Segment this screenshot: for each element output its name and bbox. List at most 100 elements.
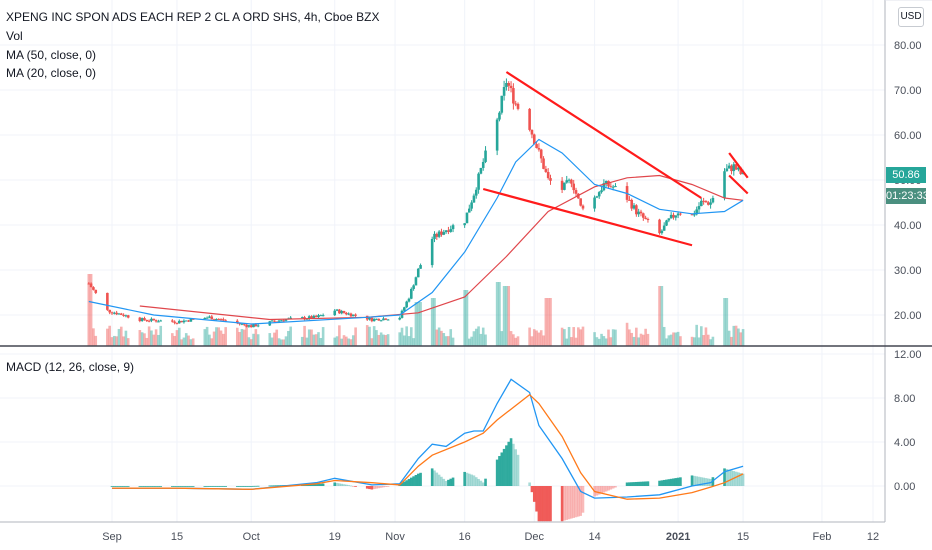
volume-bar <box>177 327 181 346</box>
macd-histogram-bar <box>222 486 225 487</box>
trendline <box>505 71 702 199</box>
volume-bar <box>646 333 650 346</box>
macd-histogram-bar <box>277 485 281 487</box>
candle-body <box>138 317 142 322</box>
volume-bar <box>287 330 290 346</box>
macd-line <box>112 378 744 499</box>
macd-histogram-bar <box>474 477 478 486</box>
macd-histogram-bar <box>368 486 371 490</box>
candle-body <box>152 318 156 321</box>
candle-body <box>628 199 631 201</box>
candle-body <box>122 314 125 316</box>
volume-legend[interactable]: Vol <box>6 29 23 43</box>
ma20-line <box>88 138 744 325</box>
volume-bar <box>579 329 582 346</box>
macd-histogram-bar <box>210 486 214 487</box>
ma20-legend[interactable]: MA (20, close, 0) <box>6 66 97 80</box>
candle-body <box>143 318 146 320</box>
candle-body <box>150 318 153 321</box>
volume-bar <box>544 298 548 346</box>
volume-bar <box>604 338 608 346</box>
macd-pane <box>110 378 745 522</box>
candle-body <box>614 186 617 188</box>
macd-histogram-bar <box>115 486 118 487</box>
candle-body <box>500 95 504 113</box>
volume-bar <box>437 327 441 346</box>
volume-bar <box>245 325 248 346</box>
time-axis-tick: 15 <box>737 531 749 543</box>
volume-bar <box>212 331 216 346</box>
ma50-legend[interactable]: MA (50, close, 0) <box>6 48 97 62</box>
macd-histogram-bar <box>379 486 383 488</box>
macd-legend[interactable]: MACD (12, 26, close, 9) <box>6 360 135 374</box>
candle-body <box>379 320 383 322</box>
candle-body <box>440 231 443 235</box>
macd-histogram-bar <box>435 472 439 486</box>
candle-body <box>372 318 376 322</box>
macd-axis-tick: 4.00 <box>894 437 915 449</box>
candle-body <box>430 238 434 266</box>
volume-bar <box>372 326 376 346</box>
macd-histogram-bar <box>662 479 666 486</box>
macd-histogram-bar <box>138 486 142 487</box>
candle-body <box>532 134 536 145</box>
volume-bar <box>676 331 680 346</box>
macd-histogram-bar <box>539 486 543 522</box>
candle-body <box>224 320 227 322</box>
volume-bar <box>635 327 638 346</box>
candle-body <box>212 319 216 321</box>
candle-body <box>579 198 582 206</box>
volume-bar <box>303 325 306 346</box>
candle-body <box>725 168 729 172</box>
macd-histogram-bar <box>338 483 341 486</box>
currency-button[interactable]: USD <box>898 7 924 27</box>
volume-bar <box>512 334 515 346</box>
candle-body <box>507 83 511 86</box>
macd-histogram-bar <box>215 486 218 487</box>
macd-histogram-bar <box>669 478 673 486</box>
candle-body <box>245 324 248 327</box>
candle-body <box>702 200 705 202</box>
macd-histogram-bar <box>570 486 573 519</box>
volume-bars <box>87 274 745 346</box>
macd-histogram-bar <box>665 479 668 486</box>
candle-body <box>407 298 411 302</box>
macd-histogram-bar <box>154 486 158 487</box>
macd-histogram-bar <box>697 476 701 486</box>
volume-bar <box>500 331 504 346</box>
macd-histogram-bar <box>449 478 453 486</box>
volume-bar <box>351 335 355 346</box>
time-axis-tick: Oct <box>243 531 260 543</box>
macd-histogram-bar <box>702 477 705 486</box>
macd-histogram-bar <box>159 486 163 487</box>
symbol-title[interactable]: XPENG INC SPON ADS EACH REP 2 CL A ORD S… <box>6 10 380 24</box>
macd-histogram-bar <box>572 486 576 518</box>
candle-body <box>256 325 260 327</box>
candle-body <box>342 311 346 313</box>
volume-bar <box>108 325 111 346</box>
volume-bar <box>145 337 149 346</box>
macd-histogram-bar <box>741 473 745 486</box>
candle-body <box>94 289 98 293</box>
volume-bar <box>614 329 617 346</box>
candle-body <box>215 318 218 320</box>
macd-histogram-bar <box>180 486 183 487</box>
macd-histogram-bar <box>567 486 571 520</box>
macd-histogram-bar <box>110 486 114 487</box>
macd-histogram-bar <box>254 485 258 487</box>
macd-histogram-bar <box>477 478 480 486</box>
signal-line <box>112 393 744 500</box>
volume-bar <box>723 298 726 346</box>
macd-histogram-bar <box>310 484 313 486</box>
candle-body <box>470 202 473 209</box>
macd-histogram-bar <box>530 486 534 493</box>
candle-body <box>307 316 311 319</box>
candle-body <box>484 150 487 162</box>
candle-body <box>593 197 596 209</box>
candle-body <box>368 317 371 320</box>
volume-bar <box>370 338 374 346</box>
volume-bar <box>349 339 353 346</box>
candle-body <box>667 218 671 221</box>
